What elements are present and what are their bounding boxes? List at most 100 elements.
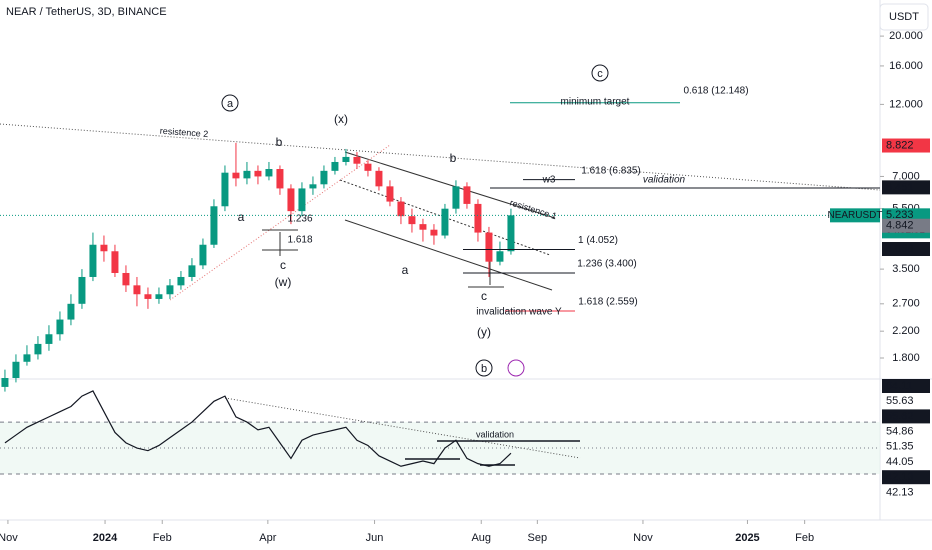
x-tick-label: Feb [795,532,814,544]
rsi-tag-label: 42.13 [886,471,914,483]
candle-body [408,216,416,225]
currency-label[interactable]: USDT [889,11,919,23]
candle-body [276,169,284,189]
x-tick-label: Sep [528,532,548,544]
price-tag-label: 5.233 [886,209,914,221]
y-tick-label: 2.700 [892,298,920,310]
candle-body [177,276,185,286]
annotation: resistence 2 [159,126,208,139]
level-label: 0.618 (12.148) [683,85,748,96]
candle-body [23,354,31,362]
symbol-tag-label: NEARUSDT [827,210,882,221]
candle-body [243,170,251,179]
candle-body [320,170,328,185]
candle-body [12,361,20,378]
y-tick-label: 3.500 [892,263,920,275]
rsi-tag-label: 54.86 [886,426,914,438]
candle-body [199,244,207,266]
candle-body [331,161,339,171]
annotation: c [280,258,286,272]
wave-circle-label: a [227,98,234,110]
candle-body [232,172,240,179]
candle-body [397,201,405,217]
candle-body [375,170,383,187]
candle-body [89,244,97,277]
x-tick-label: Nov [0,532,18,544]
wave-circle [591,64,609,82]
y-tick-label: 20.000 [889,30,923,42]
level-label: 1.236 (3.400) [577,259,637,270]
candle-body [67,303,75,320]
candle-body [100,244,108,252]
rsi-tag-label: 44.05 [886,456,914,468]
candle-body [122,272,130,286]
annotation: w3 [542,175,556,186]
candle-body [221,172,229,207]
candle-body [353,156,361,164]
candle-body [34,343,42,355]
price-tag-label: 4.842 [886,220,914,232]
candle-body [188,265,196,277]
rsi-tag [882,424,930,439]
candle-body [210,206,218,245]
x-tick-label: 2024 [93,532,118,544]
rsi-tag-label: 64.11 [886,380,913,392]
resistance-2 [0,123,881,191]
annotation: 1.236 [287,214,312,225]
rsi-line [4,390,512,467]
candle-body [507,215,515,252]
y-tick-label: 7.000 [892,170,920,182]
candle-body [496,251,504,262]
candle-body [386,186,394,202]
rsi-tag [882,470,930,485]
x-tick-label: Nov [633,532,653,544]
wave-circle [221,94,239,112]
price-tag-label: 8.822 [886,139,914,151]
x-tick-label: Apr [259,532,276,544]
candle-body [155,294,163,299]
candle-body [430,229,438,236]
annotation: a [402,263,409,277]
x-tick-label: 2025 [735,532,759,544]
candle-body [342,156,350,162]
level-label: 1.618 (6.835) [581,165,641,176]
symbol-tag [830,208,880,223]
channel-bottom [344,219,553,291]
candle-body [166,285,174,295]
candle-body [474,203,482,233]
price-tag [882,218,930,233]
candle-body [78,276,86,304]
wave-circle-label: b [481,363,487,375]
x-tick-label: Aug [471,532,491,544]
annotation: minimum target [561,97,630,108]
annotation: b [276,135,283,149]
rsi-tag [882,409,930,424]
rsi-tag-label: 51.35 [886,441,914,453]
title: NEAR / TetherUS, 3D, BINANCE [6,6,167,18]
y-tick-label: 2.200 [892,325,920,337]
annotation: (w) [275,275,292,289]
annotation: 1.618 [287,235,312,246]
candle-body [111,251,119,273]
annotation: a [238,210,245,224]
annotation: c [481,289,487,303]
y-tick-label: 12.000 [889,98,923,110]
currency-button[interactable] [879,3,929,31]
rsi-tag [882,439,930,454]
candle-body [1,378,9,387]
price-tag-label: 6.451 [886,181,914,193]
channel-top [344,151,556,219]
candle-body [463,186,471,204]
candle-body [287,188,295,212]
annotation: invalidation wave Y [476,307,562,318]
rsi-tag [882,455,930,469]
candle-body [419,224,427,230]
wave-circle [475,359,493,377]
alert-icon [507,359,525,377]
level-label: 1 (4.052) [578,235,618,246]
y-tick-label: 1.800 [892,352,920,364]
rsi-tag-label: 55.62 [886,410,914,422]
candle-body [56,319,64,335]
candle-body [144,294,152,299]
